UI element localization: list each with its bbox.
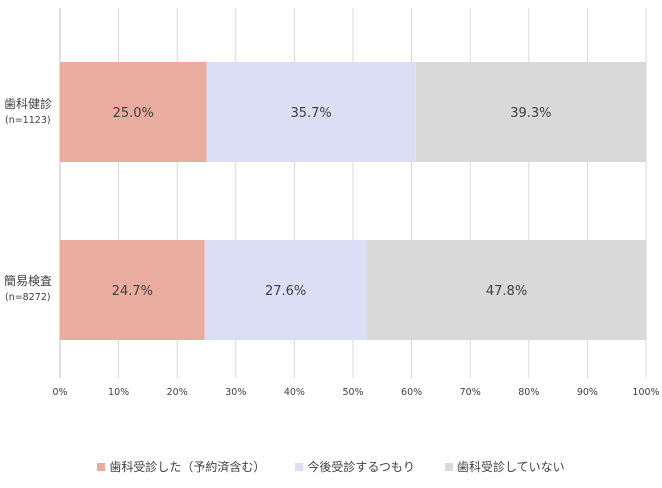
legend-label: 今後受診するつもり <box>307 460 415 474</box>
x-tick-label: 100% <box>632 387 659 398</box>
legend-label: 歯科受診していない <box>456 460 565 474</box>
data-label: 47.8% <box>486 284 527 299</box>
category-sample-size: (n=1123) <box>5 115 51 127</box>
legend: 歯科受診した（予約済含む） 今後受診するつもり 歯科受診していない <box>0 458 662 475</box>
legend-item-not-visited[interactable]: 歯科受診していない <box>444 458 565 475</box>
data-label: 25.0% <box>113 106 154 121</box>
data-label: 39.3% <box>510 106 551 121</box>
x-tick-label: 0% <box>52 387 67 398</box>
category-sample-size: (n=8272) <box>5 292 51 304</box>
x-tick-label: 10% <box>108 387 129 398</box>
x-tick-label: 20% <box>167 387 188 398</box>
bar-segment <box>204 240 367 340</box>
bar-segment <box>60 240 205 340</box>
legend-swatch-icon <box>97 462 106 471</box>
legend-item-visited[interactable]: 歯科受診した（予約済含む） <box>97 458 265 475</box>
x-tick-label: 30% <box>225 387 246 398</box>
x-tick-label: 70% <box>460 387 481 398</box>
legend-swatch-icon <box>444 462 453 471</box>
x-tick-label: 60% <box>401 387 422 398</box>
legend-item-plan-to-visit[interactable]: 今後受診するつもり <box>295 458 415 475</box>
bar-segment <box>366 240 647 340</box>
category-label-dental-checkup: 歯科健診 (n=1123) <box>4 97 58 127</box>
data-label: 24.7% <box>112 284 153 299</box>
x-tick-label: 90% <box>577 387 598 398</box>
stacked-bar-chart: 0% 10% 20% 30% 40% 50% 60% 70% 80% 90% 100% 25.0% 35… <box>52 8 660 398</box>
category-label-simple-test: 簡易検査 (n=8272) <box>4 274 58 304</box>
legend-label: 歯科受診した（予約済含む） <box>109 460 266 474</box>
category-name: 歯科健診 <box>4 97 53 111</box>
legend-swatch-icon <box>295 462 304 471</box>
data-label: 27.6% <box>265 284 306 299</box>
x-tick-label: 80% <box>518 387 539 398</box>
x-tick-label: 50% <box>342 387 363 398</box>
x-tick-label: 40% <box>284 387 305 398</box>
bar-segment <box>60 62 207 162</box>
category-name: 簡易検査 <box>4 274 53 288</box>
bar-segment <box>415 62 646 162</box>
bar-segment <box>206 62 416 162</box>
data-label: 35.7% <box>290 106 331 121</box>
